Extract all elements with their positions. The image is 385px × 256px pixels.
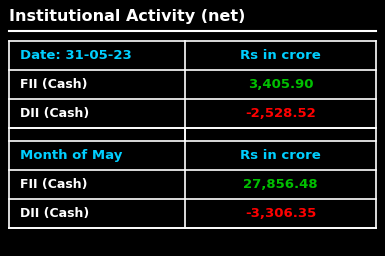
- Text: Date: 31-05-23: Date: 31-05-23: [20, 49, 132, 62]
- Text: FII (Cash): FII (Cash): [20, 178, 88, 191]
- Text: DII (Cash): DII (Cash): [20, 107, 90, 120]
- Text: 27,856.48: 27,856.48: [243, 178, 318, 191]
- Text: Rs in crore: Rs in crore: [240, 149, 321, 162]
- Text: FII (Cash): FII (Cash): [20, 78, 88, 91]
- Text: 3,405.90: 3,405.90: [248, 78, 313, 91]
- Text: -2,528.52: -2,528.52: [245, 107, 316, 120]
- Text: Month of May: Month of May: [20, 149, 123, 162]
- Text: -3,306.35: -3,306.35: [245, 207, 316, 220]
- Text: DII (Cash): DII (Cash): [20, 207, 90, 220]
- Text: Institutional Activity (net): Institutional Activity (net): [9, 9, 245, 24]
- Text: Rs in crore: Rs in crore: [240, 49, 321, 62]
